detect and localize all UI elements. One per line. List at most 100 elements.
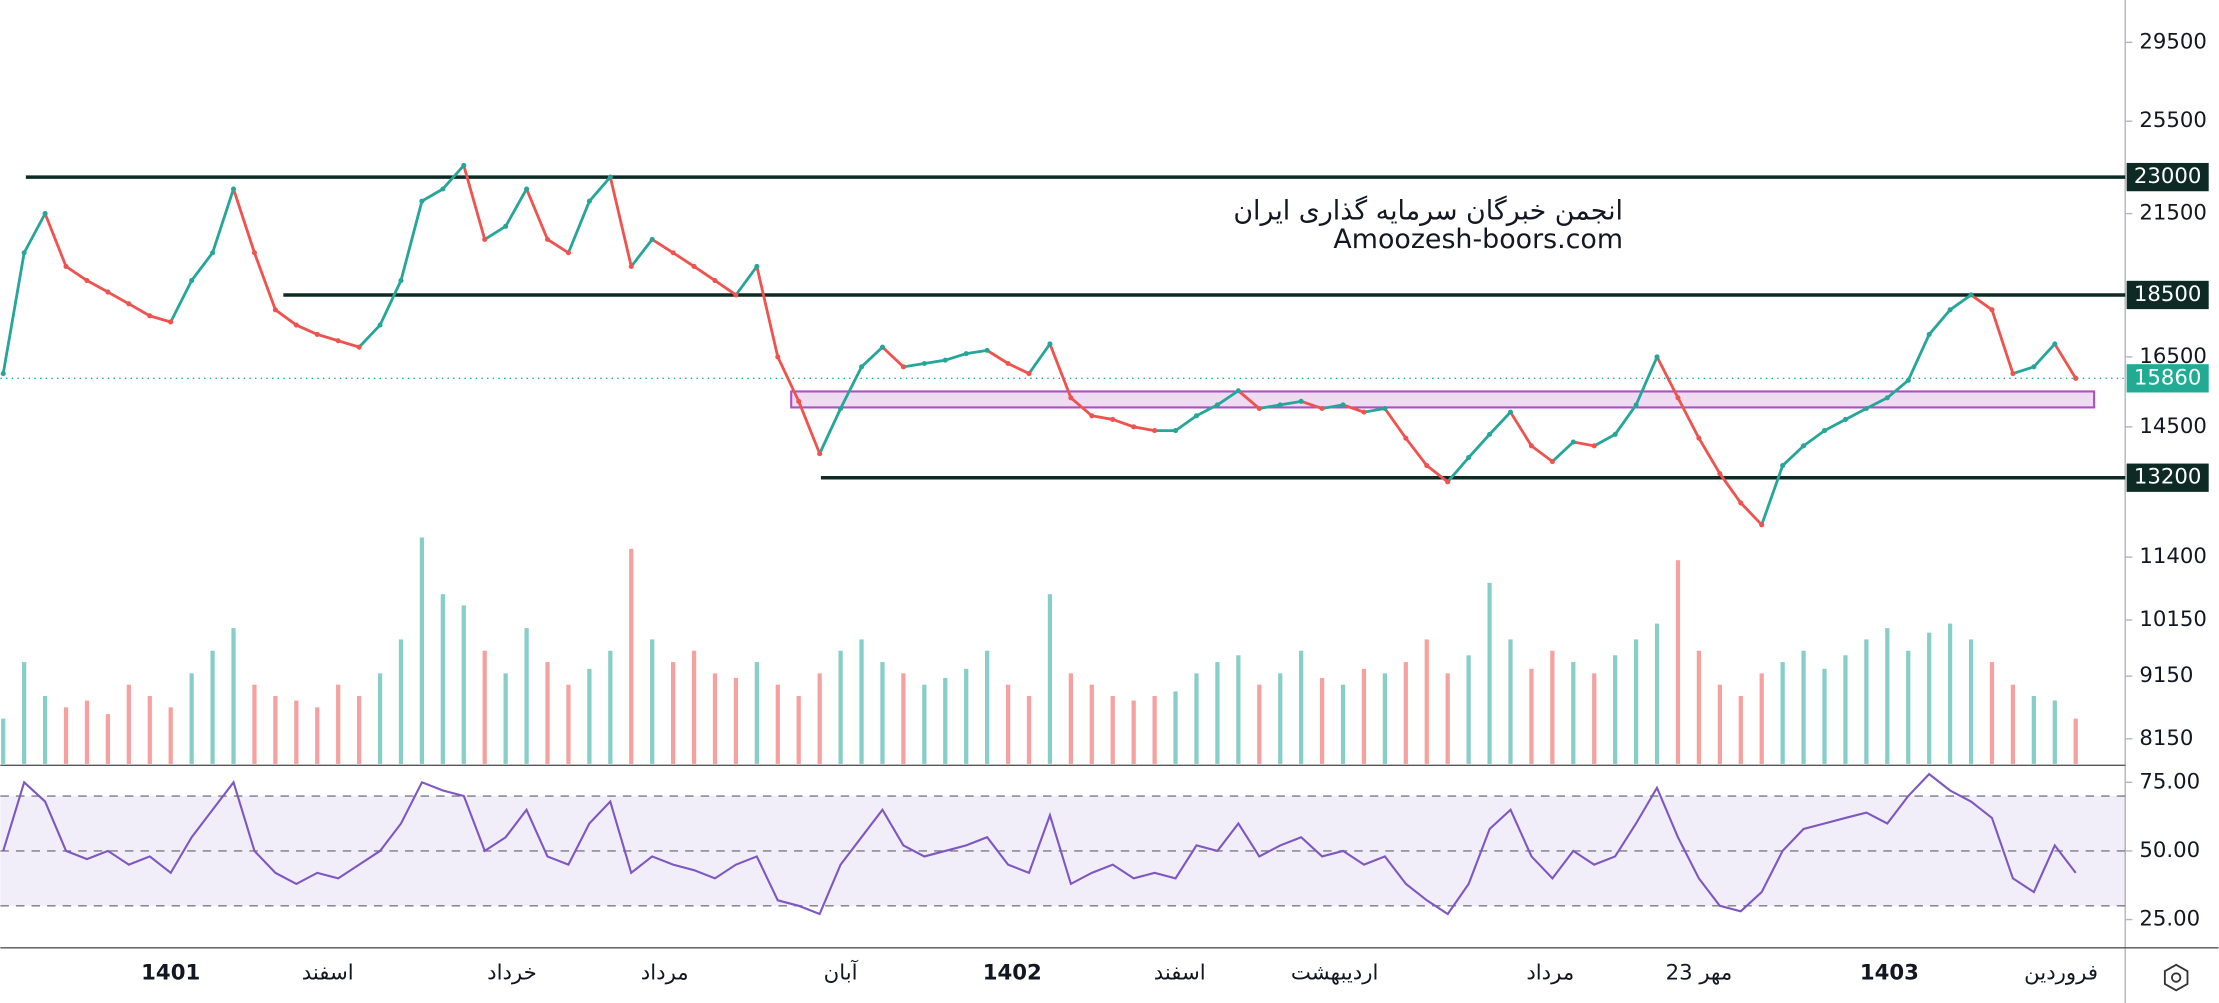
price-point [628,263,634,270]
volume-bar [545,662,550,764]
price-segment [1739,501,1763,526]
price-segment [1027,343,1052,375]
volume-bar [671,662,676,764]
price-segment [1091,414,1113,421]
volume-bar [1424,639,1429,764]
price-point [1277,402,1283,408]
price-segment [295,323,318,336]
y-tick-label: 29500 [2139,29,2207,54]
price-point [105,289,111,295]
volume-bar [629,548,634,764]
price-point [754,263,760,270]
price-point [1989,307,1995,313]
volume-bar [524,628,529,764]
price-segment [1048,343,1073,399]
price-point [398,277,404,284]
price-segment [337,339,360,349]
volume-bar [1864,639,1869,764]
volume-bar [1047,594,1053,764]
x-tick-label: 1401 [141,960,200,985]
price-point [607,174,613,180]
volume-bar [1654,623,1660,764]
volume-bar [126,684,131,764]
price-segment [232,188,256,254]
price-point [42,211,48,217]
rsi-tick-label: 75.00 [2139,769,2200,794]
price-point [712,277,718,284]
volume-bar [1613,655,1618,764]
price-point [691,263,697,270]
volume-bar [880,662,885,764]
volume-bar [1005,684,1011,764]
volume-bar [1278,673,1283,764]
price-segment [1906,333,1931,381]
price-point [1319,405,1325,412]
price-segment [1551,440,1575,463]
volume-bar [1215,662,1220,764]
volume-bar [1968,639,1974,764]
price-point [1466,455,1472,461]
price-point [733,292,739,298]
price-point [817,451,823,457]
rsi-tick-label: 50.00 [2139,838,2200,863]
y-tick-label: 25500 [2139,108,2207,133]
price-point [1445,479,1451,485]
price-segment [651,238,674,254]
level-label: 13200 [2134,465,2202,490]
price-point [1047,341,1053,347]
settings-hex[interactable] [2163,963,2189,992]
price-segment [169,279,193,323]
price-point [2073,375,2079,381]
volume-bar [1550,650,1555,764]
price-point [1528,443,1534,449]
volume-bar [838,650,843,764]
price-segment [965,348,988,356]
volume-bar [315,707,320,764]
price-segment [588,176,612,203]
volume-bar [1173,691,1178,764]
volume-bar [1089,684,1094,764]
settings-icon[interactable] [2163,963,2189,992]
volume-bar [419,537,425,764]
price-segment [1174,414,1198,432]
price-segment [1467,433,1491,459]
price-segment [1007,362,1030,375]
volume-bar [566,684,571,764]
price-segment [1530,444,1554,463]
price-segment [1383,407,1407,439]
volume-bar [964,668,969,764]
price-segment [358,324,382,349]
volume-bar [1717,684,1722,764]
volume-bar [859,639,864,764]
price-point [1633,402,1639,408]
volume-bar [1529,668,1534,764]
y-tick-label: 11400 [2139,544,2207,569]
price-point [1256,405,1262,412]
price-segment [1593,433,1616,448]
volume-bar [691,650,697,764]
price-point [147,313,153,319]
price-point [1026,371,1032,377]
price-point [1068,395,1074,401]
volume-bar [482,650,487,764]
volume-bar [754,662,759,764]
volume-bar [440,594,445,764]
settings-dot[interactable] [2170,972,2182,983]
price-segment [1300,399,1323,410]
price-point [1801,443,1807,449]
volume-bar [461,605,466,764]
price-segment [546,238,570,254]
x-tick-label: اسفند [1154,960,1206,985]
price-point [1675,395,1681,401]
price-segment [65,265,88,282]
price-point [1947,307,1953,313]
price-point [0,371,6,377]
price-segment [86,279,109,294]
price-point [1487,431,1493,437]
volume-bar [1466,655,1471,764]
price-point [1612,431,1618,437]
price-segment [1259,403,1281,410]
price-point [1821,428,1828,434]
price-segment [399,200,424,281]
price-segment [755,266,780,358]
